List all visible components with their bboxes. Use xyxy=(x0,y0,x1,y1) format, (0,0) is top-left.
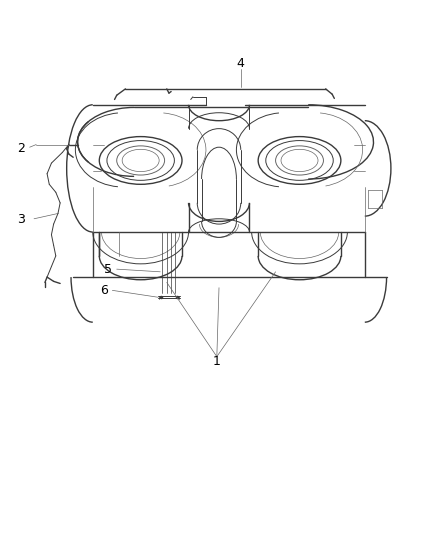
Text: 5: 5 xyxy=(104,263,113,276)
Text: 6: 6 xyxy=(100,284,108,297)
Text: 3: 3 xyxy=(18,213,25,227)
Text: 4: 4 xyxy=(237,58,245,70)
Text: 2: 2 xyxy=(18,142,25,155)
Text: 1: 1 xyxy=(213,356,221,368)
